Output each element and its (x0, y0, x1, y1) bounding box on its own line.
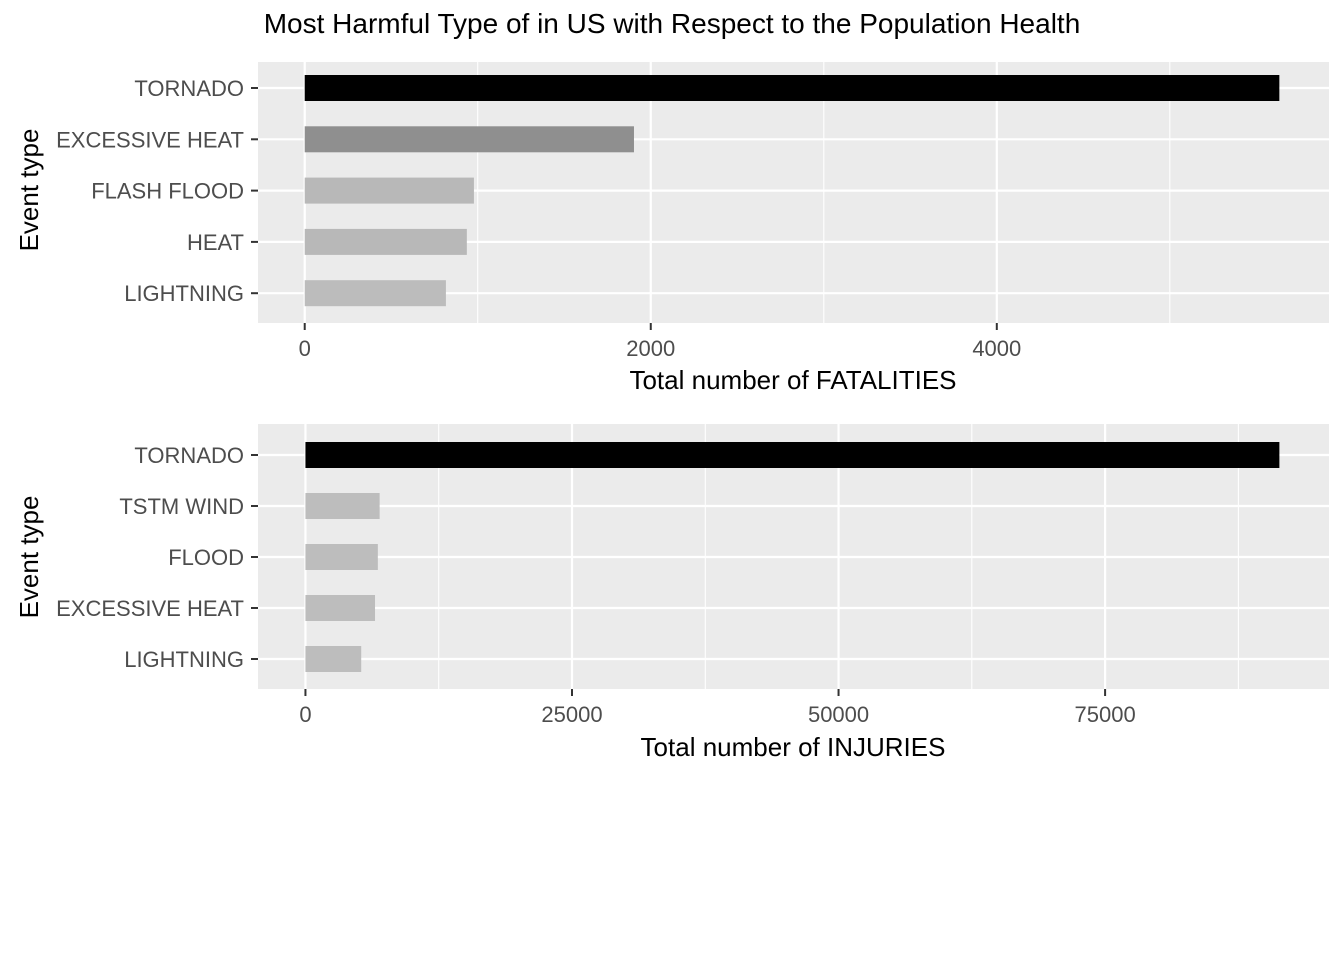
fatalities-bar (304, 280, 446, 307)
fatalities-bar (304, 75, 1280, 101)
injuries-bar (305, 493, 380, 519)
injuries-y-tick-label: EXCESSIVE HEAT (56, 596, 244, 621)
fatalities-y-tick-label: TORNADO (134, 76, 244, 101)
fatalities-y-tick-label: LIGHTNING (124, 281, 244, 306)
fatalities-y-axis-title: Event type (14, 129, 44, 252)
fatalities-panel: TORNADO EXCESSIVE HEAT FLASH FLOOD HEAT LIGH… (14, 62, 1329, 395)
chart-title: Most Harmful Type of in US with Respect … (264, 8, 1081, 39)
injuries-x-axis: 0 25000 50000 75000 (299, 689, 1136, 727)
injuries-y-tick-label: TORNADO (134, 443, 244, 468)
injuries-y-tick-label: FLOOD (168, 545, 244, 570)
injuries-bar (305, 442, 1280, 468)
fatalities-y-tick-label: HEAT (187, 230, 244, 255)
fatalities-x-tick-label: 0 (299, 336, 311, 361)
fatalities-y-axis: TORNADO EXCESSIVE HEAT FLASH FLOOD HEAT LIGH… (56, 76, 258, 306)
injuries-bar (305, 595, 376, 621)
fatalities-x-axis: 0 2000 4000 (299, 323, 1021, 361)
fatalities-bars (304, 75, 1280, 307)
injuries-y-tick-label: TSTM WIND (119, 494, 244, 519)
fatalities-bar (304, 177, 474, 204)
fatalities-x-tick-label: 4000 (972, 336, 1021, 361)
fatalities-y-tick-label: EXCESSIVE HEAT (56, 127, 244, 152)
injuries-y-axis-title: Event type (14, 496, 44, 619)
fatalities-x-tick-label: 2000 (626, 336, 675, 361)
fatalities-y-tick-label: FLASH FLOOD (91, 179, 244, 204)
fatalities-x-axis-title: Total number of FATALITIES (629, 365, 956, 395)
injuries-x-tick-label: 0 (299, 702, 311, 727)
injuries-bar (305, 544, 378, 570)
fatalities-bar (304, 126, 634, 153)
fatalities-bar (304, 228, 467, 255)
injuries-x-tick-label: 75000 (1075, 702, 1136, 727)
injuries-y-axis: TORNADO TSTM WIND FLOOD EXCESSIVE HEAT LIGHT… (56, 443, 258, 672)
injuries-bars (305, 442, 1280, 672)
injuries-panel: TORNADO TSTM WIND FLOOD EXCESSIVE HEAT LIGHT… (14, 424, 1329, 762)
injuries-bar (305, 646, 362, 672)
injuries-y-tick-label: LIGHTNING (124, 647, 244, 672)
injuries-x-tick-label: 25000 (541, 702, 602, 727)
injuries-x-axis-title: Total number of INJURIES (641, 732, 946, 762)
injuries-x-tick-label: 50000 (808, 702, 869, 727)
